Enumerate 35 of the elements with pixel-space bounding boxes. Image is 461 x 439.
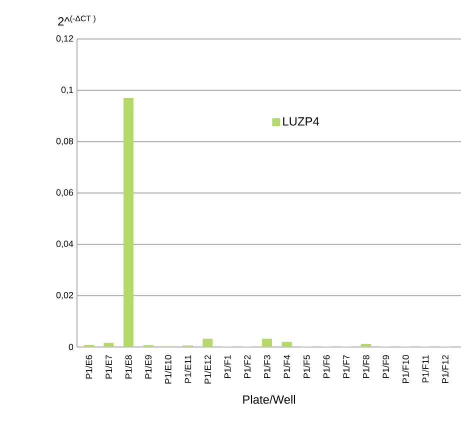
x-tick-label: P1/E8 (125, 355, 132, 378)
y-tick-label: 0,06 (56, 189, 74, 197)
bar (123, 98, 134, 347)
x-tick-label: P1/F3 (264, 355, 270, 378)
x-tick-label: P1/E10 (164, 355, 172, 384)
y-axis-title: 2^$^{(-ΔCT )}$ (58, 15, 96, 26)
x-tick-label: P1/F7 (342, 355, 350, 378)
bar (104, 342, 114, 347)
bar (360, 344, 371, 347)
bar (282, 342, 292, 347)
x-tick-label: P1/F1 (224, 355, 231, 378)
x-tick-label: P1/F12 (442, 355, 448, 383)
x-tick-label: P1/F11 (422, 355, 429, 382)
x-tick-label: P1/F6 (323, 355, 330, 378)
y-tick-label: 0,08 (56, 138, 74, 146)
bar (262, 338, 272, 347)
x-tick-label: P1/F5 (303, 355, 310, 378)
y-tick-label: 0,04 (56, 240, 74, 248)
bar (202, 338, 213, 347)
x-tick-label: P1/E11 (184, 355, 192, 383)
x-tick-label: P1/F9 (382, 355, 390, 378)
x-axis-title: Plate/Well (243, 395, 295, 404)
x-tick-label: P1/E12 (204, 355, 211, 384)
y-tick-label: 0 (68, 344, 74, 350)
y-tick-label: 0,12 (56, 35, 74, 43)
x-tick-label: P1/E9 (144, 355, 152, 378)
legend-label: LUZP4 (283, 117, 320, 126)
y-tick-label: 0,02 (56, 292, 74, 300)
x-tick-label: P1/F10 (402, 355, 409, 383)
x-tick-label: P1/F8 (362, 355, 370, 378)
x-tick-label: P1/E6 (86, 355, 92, 378)
x-tick-label: P1/F4 (284, 355, 290, 378)
x-tick-label: P1/E7 (105, 355, 112, 378)
x-tick-label: P1/F2 (244, 355, 251, 378)
y-tick-label: 0,1 (61, 86, 74, 94)
